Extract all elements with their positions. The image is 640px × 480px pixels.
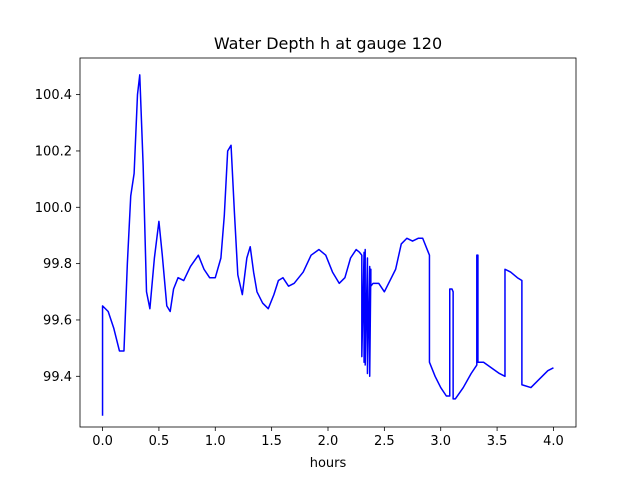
y-tick-label: 99.4 [43, 370, 72, 385]
x-tick-label: 3.0 [430, 434, 451, 449]
y-tick-label: 100.4 [35, 88, 72, 103]
y-tick-label: 99.8 [43, 257, 72, 272]
plot-area: 0.0 0.5 1.0 1.5 2.0 2.5 3.0 3.5 4.0 99.4 99.6 99.8 1… [35, 57, 577, 449]
x-tick-label: 4.0 [543, 434, 564, 449]
series-line-0 [101, 74, 554, 416]
y-tick-label: 100.2 [35, 144, 72, 159]
x-tick-label: 0.0 [92, 434, 113, 449]
x-tick-label: 2.0 [318, 434, 339, 449]
x-tick-label: 0.5 [149, 434, 170, 449]
x-tick-label: 3.5 [487, 434, 508, 449]
y-tick-label: 100.0 [35, 201, 72, 216]
x-axis-label: hours [310, 456, 347, 471]
x-tick-label: 1.0 [205, 434, 226, 449]
x-tick-label: 1.5 [261, 434, 282, 449]
chart-title: Water Depth h at gauge 120 [214, 34, 442, 53]
y-tick-label: 99.6 [43, 313, 72, 328]
x-tick-label: 2.5 [374, 434, 395, 449]
